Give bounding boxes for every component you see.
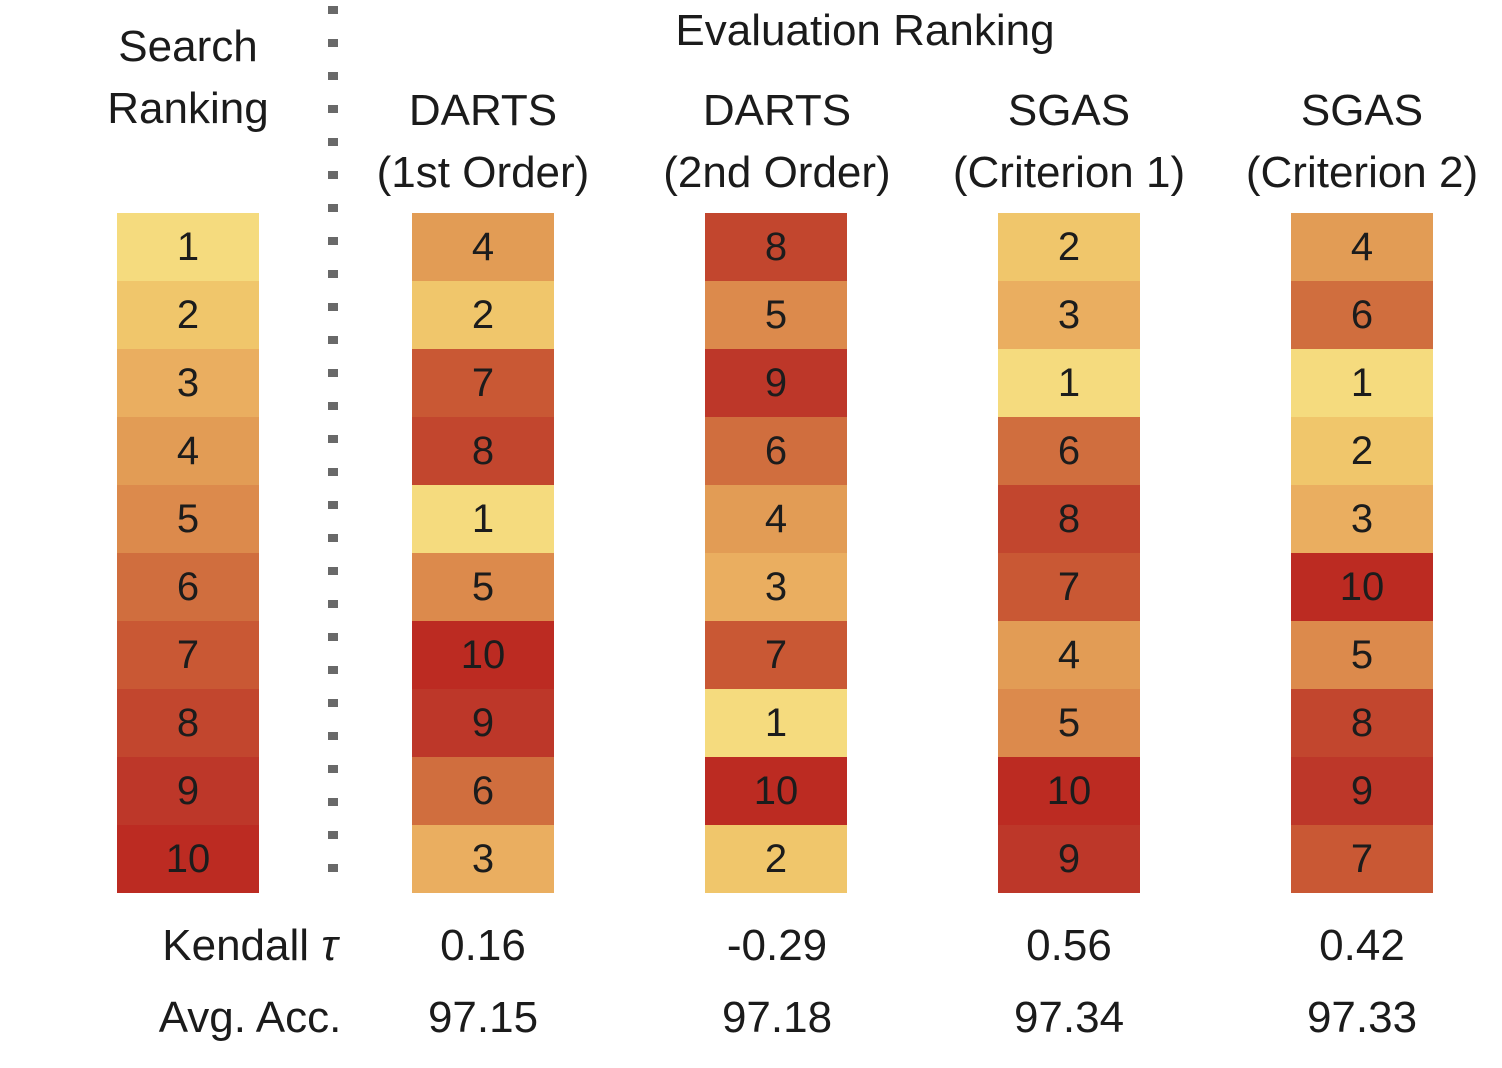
rank-cell: 5: [1291, 621, 1433, 689]
rank-cell: 3: [117, 349, 259, 417]
rank-cell: 2: [117, 281, 259, 349]
rank-cell: 5: [117, 485, 259, 553]
rank-cell: 9: [998, 825, 1140, 893]
search-ranking-title-line1: Search: [118, 22, 258, 71]
column-header-line1: SGAS: [1007, 86, 1131, 135]
search-ranking-title: Search Ranking: [38, 16, 338, 140]
column-header-darts-1st: DARTS (1st Order): [333, 80, 633, 204]
column-header-line1: DARTS: [702, 86, 852, 135]
avg-acc-value-sgas-1: 97.34: [1013, 993, 1125, 1042]
rank-cell: 7: [998, 553, 1140, 621]
column-header-line1: SGAS: [1300, 86, 1424, 135]
column-header-line2: (1st Order): [376, 148, 590, 197]
column-header-line2: (2nd Order): [663, 148, 891, 197]
kendall-value-sgas-1: 0.56: [1026, 921, 1112, 970]
rank-cell: 9: [117, 757, 259, 825]
column-header-sgas-2: SGAS (Criterion 2): [1212, 80, 1502, 204]
rank-cell: 8: [705, 213, 847, 281]
rank-cell: 3: [412, 825, 554, 893]
rank-cell: 3: [1291, 485, 1433, 553]
avg-acc-label: Avg. Acc.: [158, 993, 342, 1042]
avg-acc-value-sgas-2: 97.33: [1306, 993, 1418, 1042]
rank-cell: 1: [412, 485, 554, 553]
dotted-separator-line: [328, 6, 338, 894]
rank-cell: 8: [998, 485, 1140, 553]
avg-acc-value-darts-2nd: 97.18: [721, 993, 833, 1042]
rank-cell: 8: [117, 689, 259, 757]
rank-cell: 10: [705, 757, 847, 825]
rank-cell: 9: [412, 689, 554, 757]
rank-cell: 7: [117, 621, 259, 689]
rank-cell: 4: [705, 485, 847, 553]
eval-column-darts-1st: 4 2 7 8 1 5 10 9 6 3: [412, 213, 554, 893]
column-header-sgas-1: SGAS (Criterion 1): [919, 80, 1219, 204]
kendall-tau-label: Kendall τ: [90, 920, 410, 972]
rank-cell: 1: [117, 213, 259, 281]
rank-cell: 6: [1291, 281, 1433, 349]
rank-cell: 10: [412, 621, 554, 689]
rank-cell: 3: [705, 553, 847, 621]
rank-cell: 7: [705, 621, 847, 689]
column-header-line1: DARTS: [408, 86, 558, 135]
search-ranking-column: 1 2 3 4 5 6 7 8 9 10: [117, 213, 259, 893]
rank-cell: 2: [412, 281, 554, 349]
column-header-line2: (Criterion 1): [952, 148, 1186, 197]
rank-cell: 1: [705, 689, 847, 757]
eval-column-sgas-1: 2 3 1 6 8 7 4 5 10 9: [998, 213, 1140, 893]
column-header-darts-2nd: DARTS (2nd Order): [627, 80, 927, 204]
rank-cell: 4: [998, 621, 1140, 689]
search-ranking-title-line2: Ranking: [107, 84, 269, 133]
rank-cell: 2: [705, 825, 847, 893]
tau-symbol: τ: [321, 921, 338, 970]
kendall-value-sgas-2: 0.42: [1319, 921, 1405, 970]
rank-cell: 8: [412, 417, 554, 485]
rank-cell: 4: [412, 213, 554, 281]
rank-cell: 1: [1291, 349, 1433, 417]
rank-cell: 2: [1291, 417, 1433, 485]
rank-cell: 1: [998, 349, 1140, 417]
rank-cell: 4: [1291, 213, 1433, 281]
eval-column-darts-2nd: 8 5 9 6 4 3 7 1 10 2: [705, 213, 847, 893]
rank-cell: 2: [998, 213, 1140, 281]
rank-cell: 6: [705, 417, 847, 485]
rank-cell: 10: [1291, 553, 1433, 621]
kendall-label-text: Kendall: [162, 921, 322, 970]
rank-cell: 3: [998, 281, 1140, 349]
column-header-line2: (Criterion 2): [1245, 148, 1479, 197]
eval-column-sgas-2: 4 6 1 2 3 10 5 8 9 7: [1291, 213, 1433, 893]
rank-cell: 6: [412, 757, 554, 825]
rank-cell: 10: [117, 825, 259, 893]
rank-cell: 5: [998, 689, 1140, 757]
rank-cell: 9: [705, 349, 847, 417]
rank-cell: 5: [412, 553, 554, 621]
kendall-value-darts-1st: 0.16: [440, 921, 526, 970]
rank-cell: 5: [705, 281, 847, 349]
rank-cell: 7: [1291, 825, 1433, 893]
rank-cell: 10: [998, 757, 1140, 825]
avg-acc-value-darts-1st: 97.15: [427, 993, 539, 1042]
rank-cell: 6: [117, 553, 259, 621]
rank-cell: 4: [117, 417, 259, 485]
rank-cell: 9: [1291, 757, 1433, 825]
rank-cell: 8: [1291, 689, 1433, 757]
rank-cell: 7: [412, 349, 554, 417]
evaluation-ranking-title: Evaluation Ranking: [675, 6, 1055, 55]
rank-cell: 6: [998, 417, 1140, 485]
kendall-value-darts-2nd: -0.29: [726, 921, 828, 970]
